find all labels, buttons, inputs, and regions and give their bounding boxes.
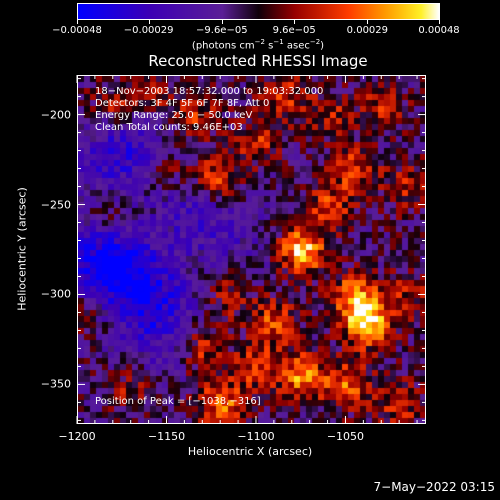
colorbar-tick-label: 9.6e−05 xyxy=(272,25,316,36)
x-axis-label: Heliocentric X (arcsec) xyxy=(187,445,313,458)
heatmap-image xyxy=(78,76,425,423)
plot-area: 18−Nov−2003 18:57:32.000 to 19:03:32.000… xyxy=(77,75,426,424)
time-range-annotation: 18−Nov−2003 18:57:32.000 to 19:03:32.000 xyxy=(95,86,324,97)
y-tick-label: −250 xyxy=(40,198,71,212)
x-tick-label: −1100 xyxy=(237,430,275,443)
y-axis-label: Heliocentric Y (arcsec) xyxy=(15,187,29,311)
energy-range-annotation: Energy Range: 25.0 − 50.0 keV xyxy=(95,110,253,121)
x-tick-label: −1050 xyxy=(326,430,365,443)
colorbar-tick xyxy=(221,20,223,24)
colorbar-tick xyxy=(367,20,369,24)
colorbar-tick-label: −9.6e−05 xyxy=(196,25,248,36)
colorbar-tick xyxy=(294,20,296,24)
colorbar-units: (photons cm−2 s−1 asec−2) xyxy=(191,38,325,52)
colorbar-tick xyxy=(439,20,440,24)
clean-counts-annotation: Clean Total counts: 9.46E+03 xyxy=(95,122,243,133)
colorbar xyxy=(77,3,440,20)
colorbar-tick-label: −0.00029 xyxy=(123,25,174,36)
colorbar-tick-label: −0.00048 xyxy=(52,25,102,36)
y-tick-label: −300 xyxy=(40,287,71,301)
detectors-annotation: Detectors: 3F 4F 5F 6F 7F 8F, Att 0 xyxy=(95,98,270,109)
x-tick-label: −1150 xyxy=(147,430,186,443)
datestamp: 7−May−2022 03:15 xyxy=(373,480,496,494)
peak-position-annotation: Position of Peak = [−1038,−316] xyxy=(95,396,261,407)
colorbar-tick xyxy=(77,20,78,24)
colorbar-tick-label: 0.00029 xyxy=(346,25,389,36)
colorbar-tick-label: 0.00048 xyxy=(418,25,460,36)
x-tick-label: −1200 xyxy=(58,430,96,443)
y-tick-label: −350 xyxy=(40,377,71,391)
chart-title: Reconstructed RHESSI Image xyxy=(148,52,368,70)
y-tick-label: −200 xyxy=(40,108,71,122)
colorbar-tick xyxy=(148,20,150,24)
